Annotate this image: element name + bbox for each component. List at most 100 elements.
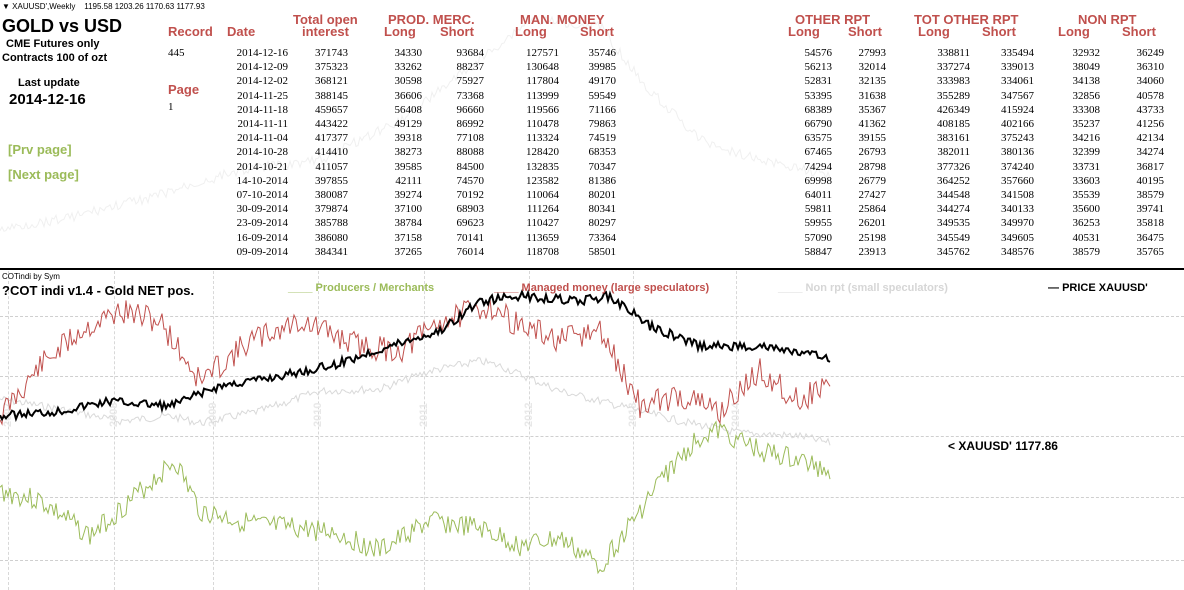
legend-producers: ____ Producers / Merchants [288,282,434,294]
table-cell-value: 39155 [858,132,887,145]
grid-line-horizontal [0,376,1184,377]
table-cell-value: 357660 [1001,174,1034,187]
next-page-button[interactable]: [Next page] [8,167,79,182]
table-cell-value: 380087 [315,189,348,201]
table-cell-value: 384341 [315,245,348,258]
legend-managed-label: Managed money (large speculators) [521,282,710,294]
table-cell-date: 2014-11-11 [237,118,288,130]
table-cell-value: 34138 [1072,75,1101,88]
group-header-tot-other-rpt: TOT OTHER RPT [914,12,1019,27]
table-cell-value: 32856 [1072,89,1101,102]
table-cell-value: 75927 [456,75,485,88]
grid-line-vertical [213,271,214,590]
table-cell-date: 2014-11-25 [237,89,288,102]
table-cell-value: 459657 [315,103,348,116]
table-cell-value: 93684 [456,47,485,59]
table-cell-date: 23-09-2014 [236,217,288,230]
table-cell-value: 397855 [315,174,348,187]
table-cell-value: 333983 [937,75,970,88]
table-cell-value: 113324 [526,132,559,145]
table-cell-value: 371743 [315,47,348,59]
table-cell-value: 26779 [858,174,887,187]
table-cell-value: 56213 [804,61,833,74]
table-cell-value: 348576 [1001,245,1034,258]
table-cell-value: 70347 [588,160,617,173]
table-cell-value: 80201 [588,189,617,201]
table-cell-date: 2014-12-09 [236,61,288,74]
table-cell-value: 36249 [1136,47,1165,59]
grid-line-horizontal [0,560,1184,561]
table-cell-value: 345549 [937,231,970,244]
table-cell-value: 80341 [588,203,617,216]
table-cell-value: 349970 [1001,217,1034,230]
table-cell-date: 2014-12-02 [236,75,288,88]
chart-menu-triangle-icon[interactable]: ▼ [2,2,10,11]
table-cell-value: 71166 [588,103,616,116]
table-cell-value: 38784 [394,217,423,230]
price-chart-pane[interactable]: ▼ XAUUSD',Weekly 1195.58 1203.26 1170.63… [0,0,1184,268]
instrument-title: GOLD vs USD [2,16,123,36]
table-cell-value: 386080 [315,231,348,244]
grid-line-vertical [529,271,530,590]
table-cell-value: 426349 [937,103,970,116]
table-cell-value: 38273 [394,146,423,159]
table-cell-value: 110064 [526,189,559,201]
table-cell-value: 382011 [937,146,970,159]
short-column-header: Short [580,24,614,39]
table-cell-value: 34060 [1136,75,1165,88]
long-column-header: Long [515,24,547,39]
table-cell-value: 110478 [526,118,559,130]
table-cell-value: 36253 [1072,217,1101,230]
table-cell-value: 128420 [526,146,559,159]
table-cell-value: 32135 [858,75,887,88]
group-header-prod-merc: PROD. MERC. [388,12,475,27]
table-cell-value: 74519 [588,132,617,145]
last-update-label: Last update [18,77,80,89]
indicator-pane[interactable]: 2007 2008 2009 2010 2011 2012 2013 2014 COTindi… [0,271,1184,590]
table-cell-value: 344548 [937,189,970,201]
record-value: 445 [168,47,185,59]
table-cell-value: 31638 [858,89,887,102]
table-cell-value: 113659 [526,231,559,244]
table-cell-value: 345762 [937,245,970,258]
table-cell-value: 35539 [1072,189,1101,201]
legend-price-swatch: — [1048,282,1059,294]
table-cell-value: 63575 [804,132,833,145]
table-cell-value: 76014 [456,245,485,258]
table-cell-value: 70141 [456,231,485,244]
table-cell-value: 38049 [1072,61,1101,74]
table-cell-value: 73368 [456,89,485,102]
table-cell-value: 37100 [394,203,423,216]
table-cell-date: 14-10-2014 [236,174,288,187]
table-cell-value: 86992 [456,118,485,130]
table-cell-value: 69623 [456,217,485,230]
table-cell-value: 388145 [315,89,348,102]
table-cell-value: 30598 [394,75,423,88]
table-cell-value: 88088 [456,146,485,159]
long-column-header: Long [918,24,950,39]
table-cell-value: 34216 [1072,132,1101,145]
table-cell-value: 59955 [804,217,833,230]
table-cell-date: 16-09-2014 [236,231,288,244]
long-column-header: Long [788,24,820,39]
last-update-value: 2014-12-16 [9,91,86,108]
grid-line-horizontal [0,436,1184,437]
table-cell-value: 79863 [588,118,617,130]
legend-nonrpt-swatch: ____ [778,282,803,294]
prev-page-button[interactable]: [Prv page] [8,142,72,157]
table-cell-date: 2014-11-18 [237,103,288,116]
table-cell-value: 32932 [1072,47,1101,59]
table-cell-value: 375323 [315,61,348,74]
table-cell-date: 2014-12-16 [236,47,288,59]
table-cell-value: 80297 [588,217,617,230]
table-cell-value: 408185 [937,118,970,130]
table-cell-value: 67465 [804,146,833,159]
table-cell-date: 2014-10-21 [236,160,288,173]
table-cell-value: 130648 [526,61,559,74]
legend-managed-swatch: ____ [494,282,519,294]
pane-separator[interactable] [0,268,1184,270]
table-cell-value: 383161 [937,132,970,145]
table-cell-value: 340133 [1001,203,1034,216]
table-cell-value: 349605 [1001,231,1034,244]
table-cell-value: 81386 [588,174,617,187]
